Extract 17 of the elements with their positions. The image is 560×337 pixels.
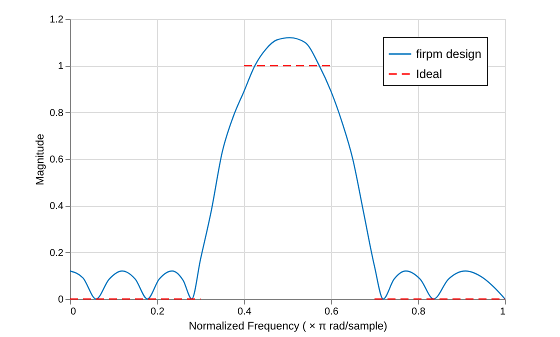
x-tick-label: 0.2	[150, 306, 165, 318]
y-tick-label: 0.4	[50, 201, 64, 212]
x-tick-label: 0.6	[324, 306, 339, 318]
y-tick-label: 0.2	[50, 248, 64, 259]
x-tick-label: 1	[500, 306, 506, 318]
x-tick-label: 0.8	[412, 306, 426, 318]
y-axis-title: Magnitude	[34, 134, 47, 186]
x-tick-label: 0	[70, 306, 76, 318]
x-axis-title: Normalized Frequency ( × π rad/sample)	[188, 320, 388, 332]
x-tick-label: 0.4	[238, 306, 252, 318]
y-tick-label: 1.2	[50, 14, 64, 26]
y-tick-label: 0	[58, 294, 64, 306]
y-tick-label: 0.8	[50, 108, 64, 119]
legend-label: firpm design	[416, 47, 482, 61]
y-tick-label: 0.6	[50, 154, 64, 166]
y-tick-label: 1	[58, 61, 64, 72]
legend-label: Ideal	[416, 67, 442, 81]
